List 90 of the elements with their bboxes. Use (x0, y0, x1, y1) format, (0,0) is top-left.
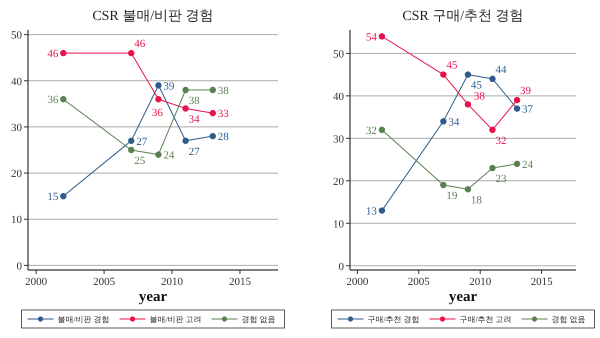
data-label: 37 (522, 104, 534, 116)
data-label: 27 (188, 146, 200, 158)
point (155, 82, 162, 89)
point (378, 207, 386, 214)
legend-label: 경험 없음 (242, 315, 276, 324)
y-tick-label: 50 (11, 30, 22, 42)
point (128, 50, 134, 56)
point (440, 118, 447, 125)
y-tick-label: 0 (16, 260, 22, 272)
point (182, 105, 189, 112)
x-tick-label: 2005 (408, 276, 430, 288)
y-tick-label: 20 (333, 176, 344, 188)
point (210, 132, 216, 140)
y-tick-label: 40 (333, 90, 344, 103)
x-axis-title: year (138, 289, 168, 305)
y-tick-label: 0 (338, 260, 344, 273)
point (378, 126, 386, 134)
data-label: 24 (522, 158, 534, 171)
data-label: 39 (163, 80, 175, 92)
point (128, 138, 134, 144)
legend-label: 불매/비판 경험 (58, 315, 110, 324)
point (182, 138, 189, 144)
y-tick-label: 30 (11, 122, 22, 134)
point (378, 33, 386, 40)
x-tick-label: 2010 (469, 276, 492, 288)
point (514, 105, 520, 112)
data-label: 46 (134, 38, 146, 50)
data-label: 45 (446, 60, 458, 72)
data-label: 23 (495, 173, 507, 186)
data-label: 39 (520, 85, 532, 98)
data-label: 32 (366, 124, 377, 137)
x-tick-label: 2015 (228, 276, 252, 288)
point (489, 76, 496, 82)
data-label: 45 (470, 80, 482, 92)
point (155, 96, 162, 102)
point (210, 86, 216, 94)
y-tick-label: 10 (333, 218, 344, 230)
data-label: 38 (474, 90, 486, 102)
data-label: 38 (218, 85, 230, 97)
x-axis-title: year (448, 289, 478, 305)
data-label: 13 (366, 206, 378, 218)
point (128, 146, 134, 154)
y-tick-label: 50 (333, 48, 344, 60)
chart-title: CSR 불매/비판 경험 (92, 9, 214, 24)
data-label: 24 (163, 150, 175, 162)
point (182, 86, 189, 94)
data-label: 34 (448, 116, 460, 128)
data-label: 44 (495, 64, 507, 76)
point (60, 96, 67, 102)
data-label: 33 (218, 108, 230, 120)
point (210, 110, 216, 116)
point (60, 192, 67, 200)
point (514, 160, 520, 168)
data-label: 28 (218, 131, 230, 144)
point (464, 71, 472, 78)
legend-label: 불매/비판 고려 (150, 315, 202, 324)
point (440, 71, 447, 78)
point (155, 151, 162, 158)
point (440, 182, 447, 188)
point (489, 126, 496, 134)
y-tick-label: 30 (333, 133, 344, 146)
data-label: 54 (366, 31, 378, 44)
data-label: 18 (470, 194, 482, 206)
y-tick-label: 20 (11, 168, 22, 180)
data-label: 15 (47, 191, 59, 204)
data-label: 46 (47, 48, 59, 60)
point (489, 164, 496, 172)
data-label: 38 (188, 95, 200, 107)
data-label: 34 (188, 113, 200, 126)
x-tick-label: 2010 (161, 276, 184, 288)
point (464, 186, 472, 192)
data-label: 27 (136, 136, 148, 148)
point (464, 101, 472, 108)
point (514, 96, 520, 104)
x-tick-label: 2005 (93, 276, 116, 288)
point (60, 50, 67, 56)
legend-label: 구매/추천 경험 (368, 315, 420, 324)
data-label: 36 (152, 107, 164, 120)
data-label: 36 (47, 94, 59, 106)
y-tick-label: 40 (11, 76, 22, 88)
data-label: 25 (134, 155, 146, 167)
chart-title: CSR 구매/추천 경험 (402, 9, 524, 24)
data-label: 19 (446, 190, 458, 202)
data-label: 32 (495, 134, 506, 147)
y-tick-label: 10 (11, 214, 22, 226)
legend-label: 경험 없음 (552, 315, 586, 324)
x-tick-label: 2000 (25, 276, 48, 288)
legend-label: 구매/추천 고려 (460, 315, 512, 324)
x-tick-label: 2000 (346, 276, 369, 288)
x-tick-label: 2015 (530, 276, 554, 288)
